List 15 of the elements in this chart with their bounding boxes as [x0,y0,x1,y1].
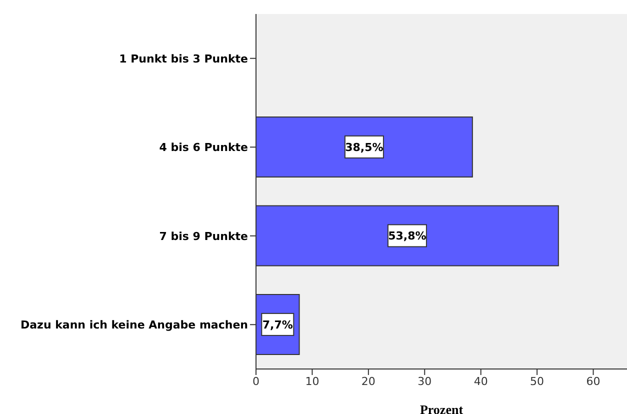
y-tick-label: 4 bis 6 Punkte [159,141,248,154]
x-tick-label: 40 [474,374,488,388]
y-tick-label: 1 Punkt bis 3 Punkte [119,52,248,66]
x-tick-label: 30 [418,374,432,388]
data-label: 7,7% [262,318,293,332]
x-tick-label: 60 [586,374,600,388]
y-tick-label: 7 bis 9 Punkte [159,230,248,243]
x-tick-label: 10 [305,374,320,388]
x-axis-title: Prozent [420,402,464,414]
data-label: 38,5% [345,140,384,154]
x-tick-label: 50 [530,374,544,388]
data-label: 53,8% [388,230,426,243]
x-tick-label: 20 [361,374,376,388]
x-tick-label: 0 [252,374,260,388]
y-tick-label: Dazu kann ich keine Angabe machen [20,318,248,332]
